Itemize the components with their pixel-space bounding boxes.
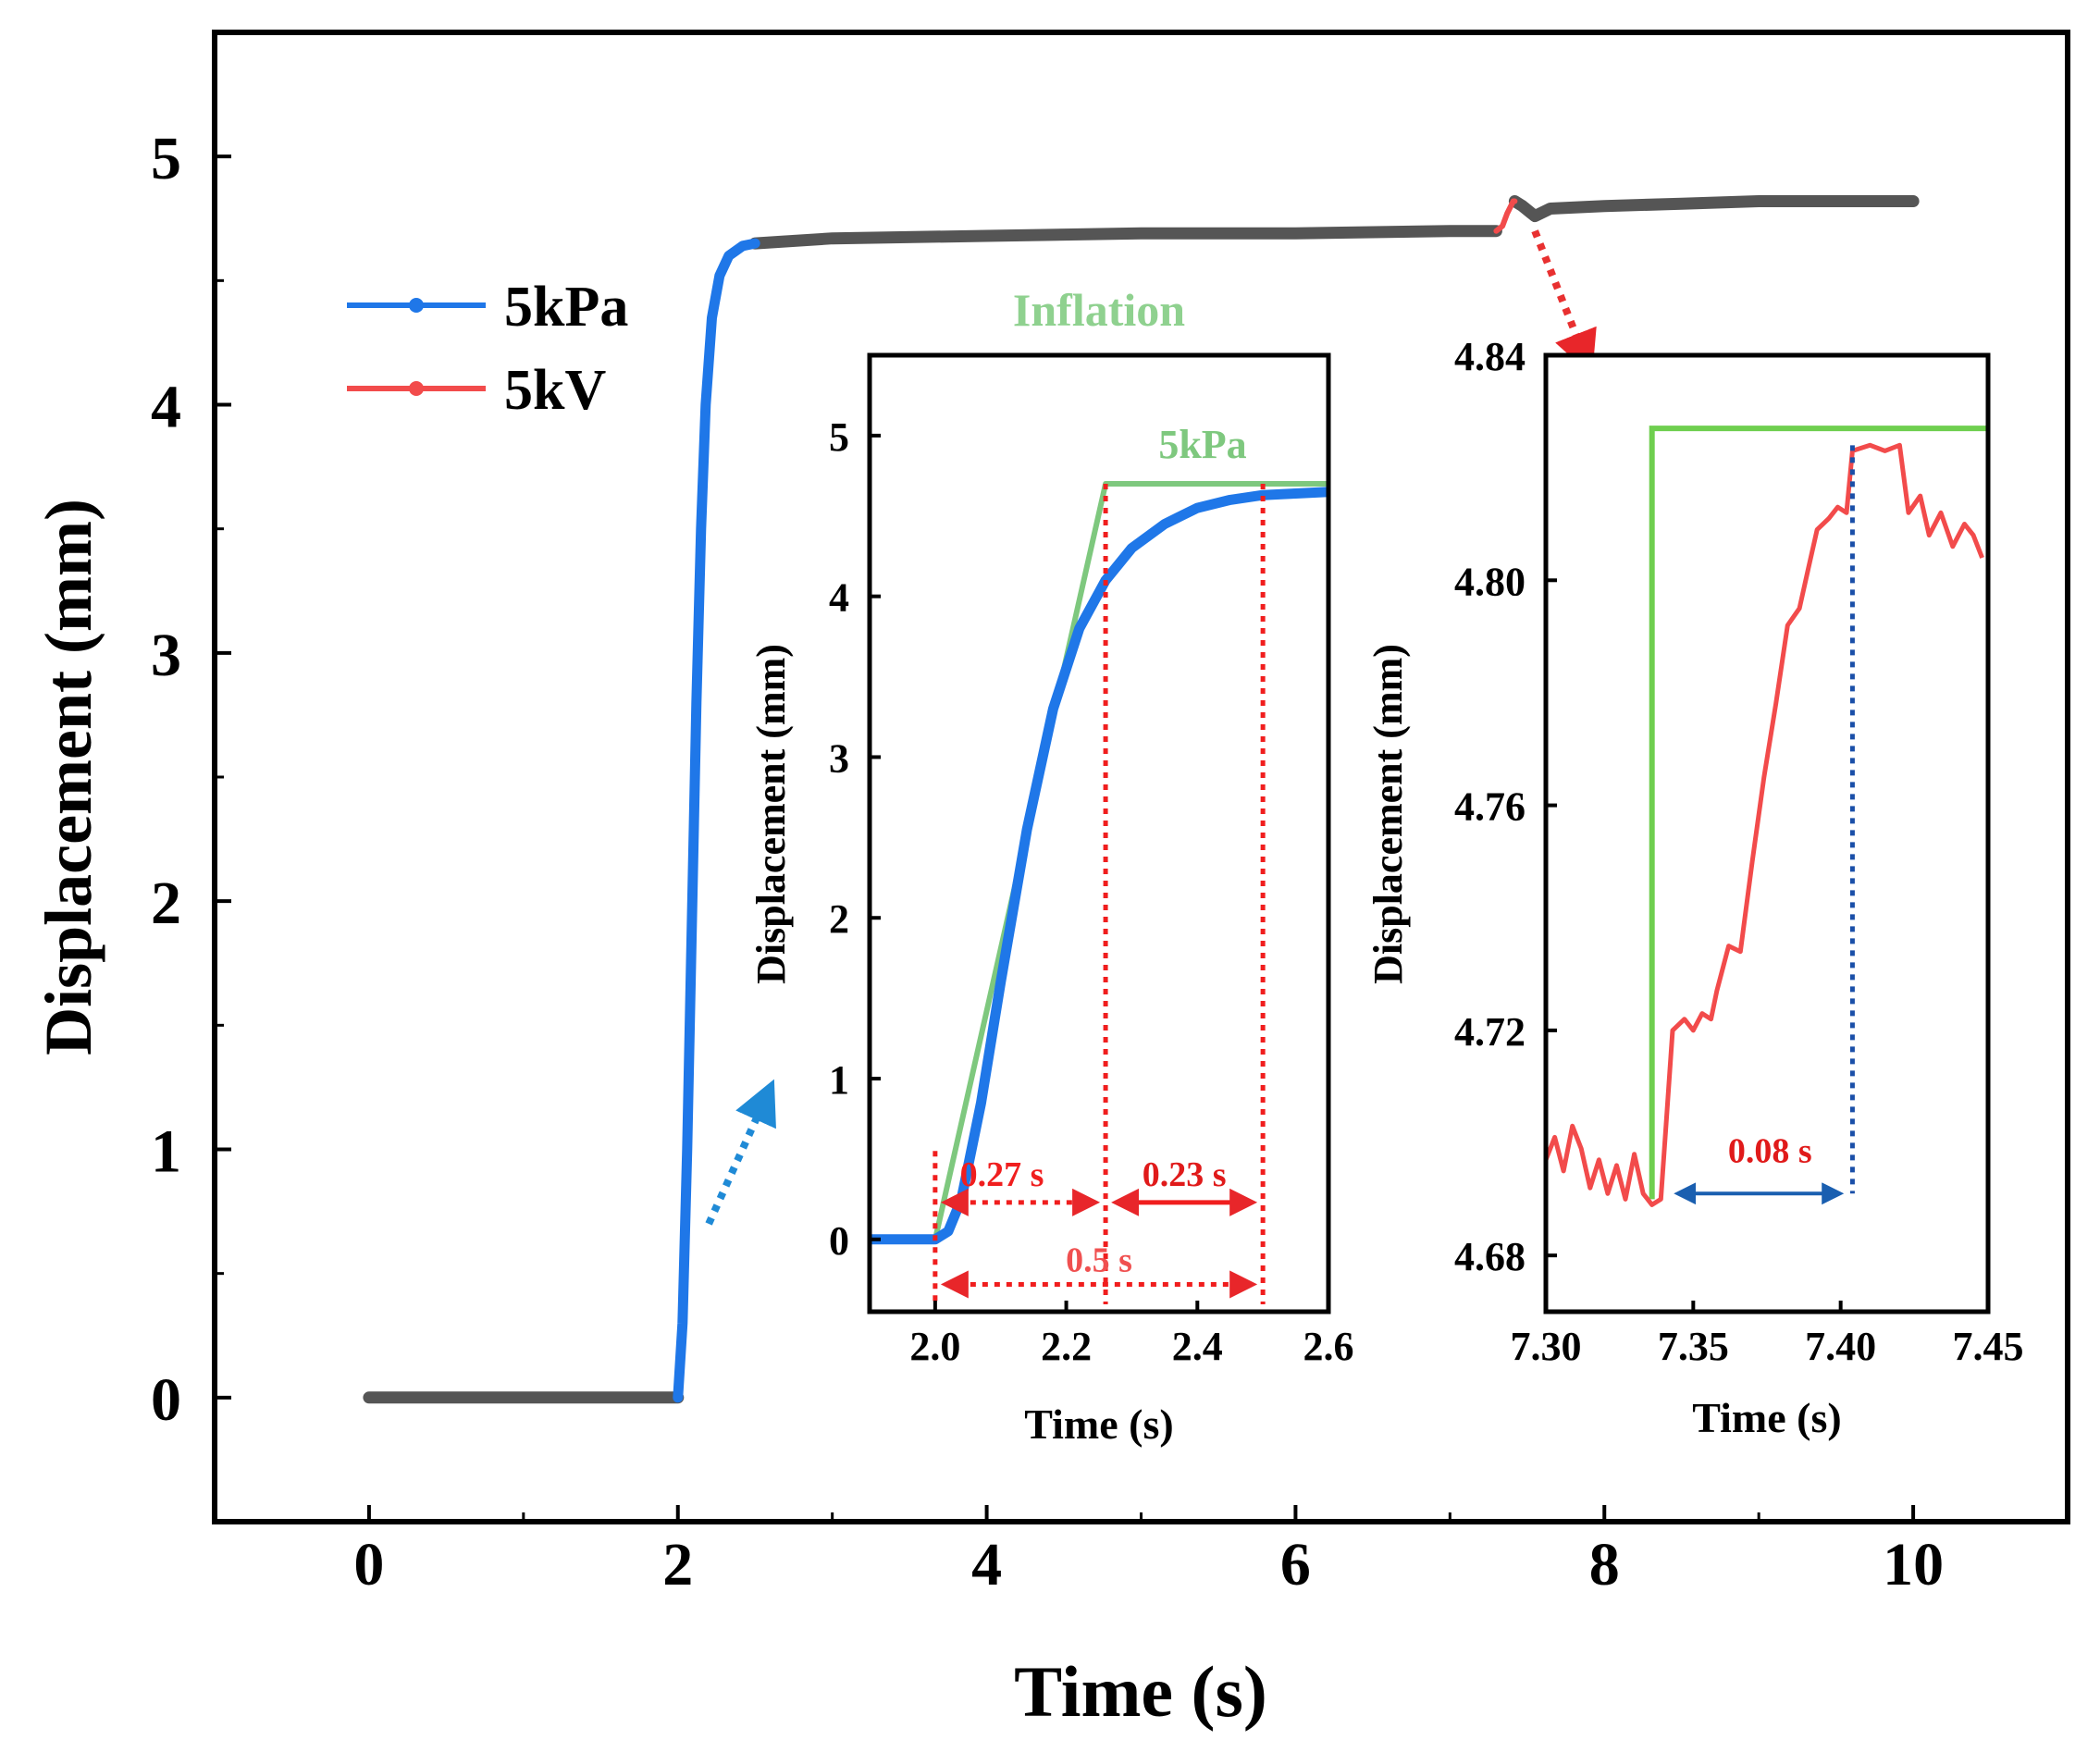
main-x-tick-label-1: 2: [662, 1531, 693, 1598]
main-x-ticks: [366, 1505, 1916, 1522]
main-x-tick-label-5: 10: [1883, 1531, 1944, 1598]
inset1-title: Inflation: [1013, 284, 1185, 336]
inset2-chart: 0.08 s 7.30 7.35 7.40 7.45 4.68 4.72 4.7…: [1365, 334, 2024, 1441]
inset2-series-5kV: [1546, 442, 1984, 1207]
inset2-x-tick-label-3: 7.45: [1953, 1324, 2024, 1369]
main-y-tick-label-2: 2: [151, 870, 181, 937]
main-x-axis-label: Time (s): [1014, 1651, 1267, 1732]
inset1-y-tick-label-5: 5: [829, 414, 849, 460]
inset1-x-ticks: [933, 1301, 1330, 1312]
inset2-x-tick-label-0: 7.30: [1511, 1324, 1582, 1369]
main-x-tick-label-4: 8: [1589, 1531, 1620, 1598]
inset1-y-ticks: [870, 433, 881, 1241]
inset1-span-label-2: 0.5 s: [1066, 1240, 1132, 1279]
inset1-x-axis-label: Time (s): [1024, 1401, 1173, 1448]
legend-marker-5kV: [409, 381, 424, 396]
main-y-ticks: [215, 154, 231, 1400]
inset2-y-tick-labels: 4.68 4.72 4.76 4.80 4.84: [1454, 334, 1526, 1279]
inset2-x-tick-label-1: 7.35: [1658, 1324, 1729, 1369]
inset1-chart: Inflation 5kPa 0.27 s 0.23 s 0.5 s 2.0 2…: [748, 284, 1354, 1448]
main-y-tick-label-1: 1: [151, 1118, 181, 1186]
main-series-5kV: [1493, 198, 1518, 234]
inset1-series-label: 5kPa: [1158, 422, 1246, 467]
legend-label-5kPa: 5kPa: [504, 276, 628, 339]
inset1-y-tick-label-2: 2: [829, 896, 849, 942]
main-arrow-blue: [705, 1079, 776, 1226]
inset1-vlines: [933, 484, 1266, 1304]
main-x-tick-label-0: 0: [353, 1531, 384, 1598]
inset1-x-tick-labels: 2.0 2.2 2.4 2.6: [909, 1324, 1353, 1369]
inset2-x-tick-label-2: 7.40: [1805, 1324, 1876, 1369]
main-x-tick-label-2: 4: [971, 1531, 1002, 1598]
legend-entry-5kV: 5kV: [347, 359, 606, 422]
inset2-x-axis-label: Time (s): [1692, 1394, 1841, 1441]
inset1-x-tick-label-0: 2.0: [909, 1324, 960, 1369]
main-series-5kPa: [673, 238, 760, 1403]
inset1-plot-frame: [867, 352, 1331, 1314]
inset1-x-tick-label-2: 2.4: [1172, 1324, 1223, 1369]
main-arrow-red: [1531, 229, 1597, 376]
main-y-tick-label-0: 0: [151, 1366, 181, 1434]
main-series-layer: [363, 195, 1920, 1404]
main-minor-ticks: [215, 278, 1760, 1522]
inset2-series-layer: [1546, 426, 1988, 1207]
main-chart: 0 2 4 6 8 10 0 1 2 3 4 5 Time (s) Displa…: [31, 30, 2070, 1732]
inset2-y-tick-label-4: 4.84: [1454, 334, 1526, 379]
inset1-series-5kPa: [932, 481, 1328, 1240]
main-x-tick-label-3: 6: [1280, 1531, 1311, 1598]
inset1-y-axis-label: Displacement (mm): [748, 644, 794, 984]
inset2-span-label-0: 0.08 s: [1728, 1131, 1812, 1170]
main-y-tick-label-4: 4: [151, 374, 181, 441]
main-x-tick-labels: 0 2 4 6 8 10: [353, 1531, 1944, 1598]
inset2-x-tick-labels: 7.30 7.35 7.40 7.45: [1511, 1324, 2024, 1369]
inset2-y-tick-label-0: 4.68: [1454, 1234, 1526, 1279]
inset1-y-tick-labels: 0 1 2 3 4 5: [829, 414, 849, 1264]
inset2-y-ticks: [1546, 353, 1557, 1258]
main-y-axis-label: Displacement (mm): [31, 499, 105, 1055]
inset2-y-axis-label: Displacement (mm): [1365, 644, 1411, 984]
inset1-y-tick-label-0: 0: [829, 1218, 849, 1264]
inset2-background: [1546, 355, 1988, 1312]
legend-label-5kV: 5kV: [504, 359, 606, 422]
main-y-tick-label-3: 3: [151, 622, 181, 689]
inset1-span-label-1: 0.23 s: [1143, 1155, 1227, 1194]
legend-marker-5kPa: [409, 298, 424, 313]
main-series-post: [1508, 195, 1920, 223]
inset2-y-tick-label-1: 4.72: [1454, 1009, 1526, 1055]
inset1-x-tick-label-3: 2.6: [1303, 1324, 1354, 1369]
inset2-y-tick-label-2: 4.76: [1454, 784, 1526, 830]
inset1-x-tick-label-1: 2.2: [1041, 1324, 1092, 1369]
main-series-plateau: [748, 225, 1502, 250]
main-y-tick-labels: 0 1 2 3 4 5: [151, 125, 181, 1434]
inset2-series-voltage: [1649, 426, 1988, 1200]
inset1-y-tick-label-3: 3: [829, 735, 849, 781]
inset2-x-ticks: [1544, 1301, 1990, 1312]
inset1-spans: 0.27 s 0.23 s 0.5 s: [940, 1155, 1258, 1299]
legend: 5kPa 5kV: [347, 276, 628, 422]
inset1-span-label-0: 0.27 s: [960, 1155, 1044, 1194]
main-y-tick-label-5: 5: [151, 125, 181, 192]
inset2-plot-frame: [1543, 352, 1991, 1314]
inset1-y-tick-label-1: 1: [829, 1057, 849, 1103]
inset2-y-tick-label-3: 4.80: [1454, 559, 1526, 604]
inset1-y-tick-label-4: 4: [829, 575, 849, 621]
legend-entry-5kPa: 5kPa: [347, 276, 628, 339]
